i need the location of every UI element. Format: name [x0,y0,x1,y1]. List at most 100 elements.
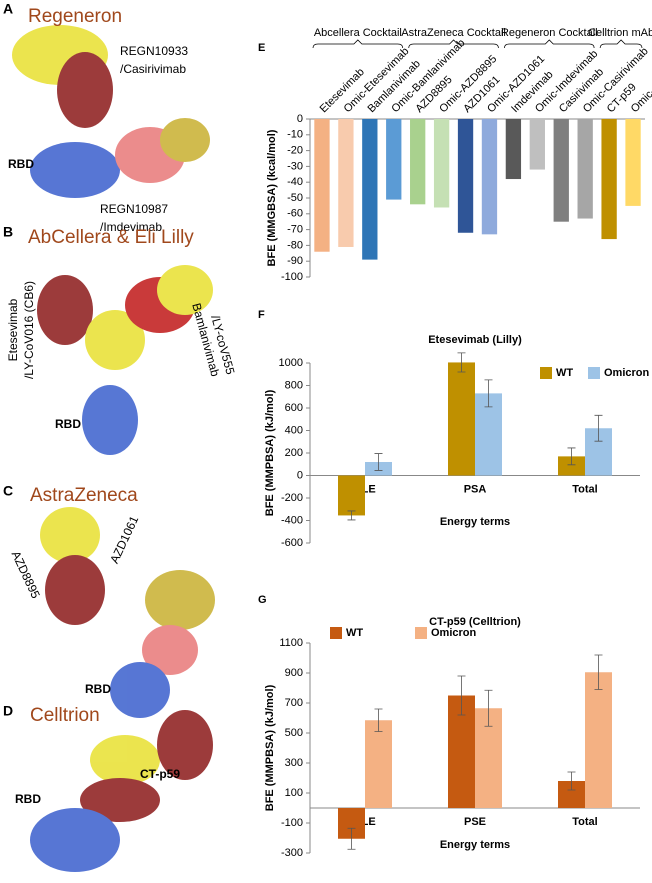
y-tick-label: 800 [285,379,303,391]
structure-b [37,265,213,455]
structure-label: AZD8895 [9,549,43,601]
structure-label: RBD [55,417,81,431]
y-tick-label: 600 [285,402,303,414]
structure-label: REGN10987 [100,202,168,216]
bar [386,119,402,200]
structure-label: /Casirivimab [120,62,186,76]
y-tick-label: 500 [285,727,303,739]
panel-letter: E [258,42,265,54]
group-label: Regeneron Cocktail [501,27,598,39]
legend-label: Omicron [431,627,477,639]
group-brace [504,39,595,49]
bar [601,119,617,240]
y-tick-label: 400 [285,424,303,436]
panel-letter: C [3,483,13,499]
x-axis-label: Energy terms [440,839,510,851]
bar [365,720,392,808]
legend-label: WT [556,367,573,379]
y-tick-label: 900 [285,667,303,679]
y-tick-label: 100 [285,787,303,799]
panel-title: AbCellera & Eli Lilly [28,227,194,248]
y-tick-label: 300 [285,757,303,769]
x-axis-label: Energy terms [440,516,510,528]
y-tick-label: -70 [287,224,303,236]
bar [457,119,474,233]
bar [505,119,522,180]
legend-swatch [540,367,552,379]
error-bar [374,453,383,471]
y-tick-label: -20 [287,145,303,157]
bar [585,672,612,808]
group-label: AstraZeneca Cocktail [401,27,506,39]
bar [558,456,585,476]
x-tick-label: PSA [464,483,487,495]
bar [577,119,593,219]
x-tick-label: PSE [464,816,486,828]
x-tick-label: Total [572,816,597,828]
y-tick-label: -10 [287,129,303,141]
error-bar [484,689,493,727]
structure-label: CT-p59 [140,767,180,781]
panel-letter: D [3,703,13,719]
y-tick-label: -300 [281,847,303,859]
bar [410,119,426,205]
structure-label: /Imdevimab [100,220,162,234]
bar [448,362,475,476]
structure-label: REGN10933 [120,44,188,58]
y-axis-label: BFE (MMGBSA) (kcal/mol) [266,129,278,266]
y-tick-label: -30 [287,160,303,172]
y-tick-label: -60 [287,208,303,220]
y-tick-label: -90 [287,255,303,267]
chart-title: CT-p59 (Celltrion) [429,616,521,628]
y-tick-label: -100 [281,817,303,829]
group-brace [408,39,499,49]
bar [314,119,330,252]
bar [338,119,354,247]
bar [433,119,450,208]
y-tick-label: 1000 [279,357,303,369]
y-tick-label: -400 [281,514,303,526]
bar [338,475,365,516]
group-label: Abcellera Cocktail [314,27,402,39]
structure-label: AZD1061 [107,513,141,565]
panel-title: Celltrion [30,705,100,726]
y-tick-label: 700 [285,697,303,709]
panel-letter: B [3,224,13,240]
error-bar [594,414,603,442]
structure-label: /LY-CoV016 (CB6) [22,281,36,379]
y-tick-label: -50 [287,192,303,204]
panel-title: AstraZeneca [30,485,138,506]
legend-swatch [588,367,600,379]
structure-label: RBD [85,682,111,696]
error-bar [347,510,356,521]
structure-c [40,507,215,718]
structure-label: RBD [8,157,34,171]
panel-letter: F [258,309,265,321]
y-tick-label: 200 [285,447,303,459]
y-axis-label: BFE (MMPBSA) (kJ/mol) [264,684,276,811]
legend-label: WT [346,627,363,639]
x-tick-label: Total [572,483,597,495]
panel-letter: G [258,594,267,606]
y-tick-label: 0 [297,113,303,125]
y-tick-label: -80 [287,239,303,251]
legend-swatch [330,627,342,639]
y-axis-label: BFE (MMPBSA) (kJ/mol) [264,389,276,516]
bar [529,119,545,170]
structure-a [12,25,210,198]
panel-letter: A [3,1,13,17]
y-tick-label: 0 [297,469,303,481]
y-tick-label: -40 [287,176,303,188]
error-bar [594,654,603,690]
error-bar [457,352,466,373]
bar [362,119,378,260]
y-tick-label: 1100 [279,637,303,649]
error-bar [567,447,576,466]
bar [481,119,498,235]
y-tick-label: -100 [281,271,303,283]
bar [625,119,641,206]
group-label: Celltrion mAb [588,27,652,39]
legend-swatch [415,627,427,639]
structure-label: RBD [15,792,41,806]
